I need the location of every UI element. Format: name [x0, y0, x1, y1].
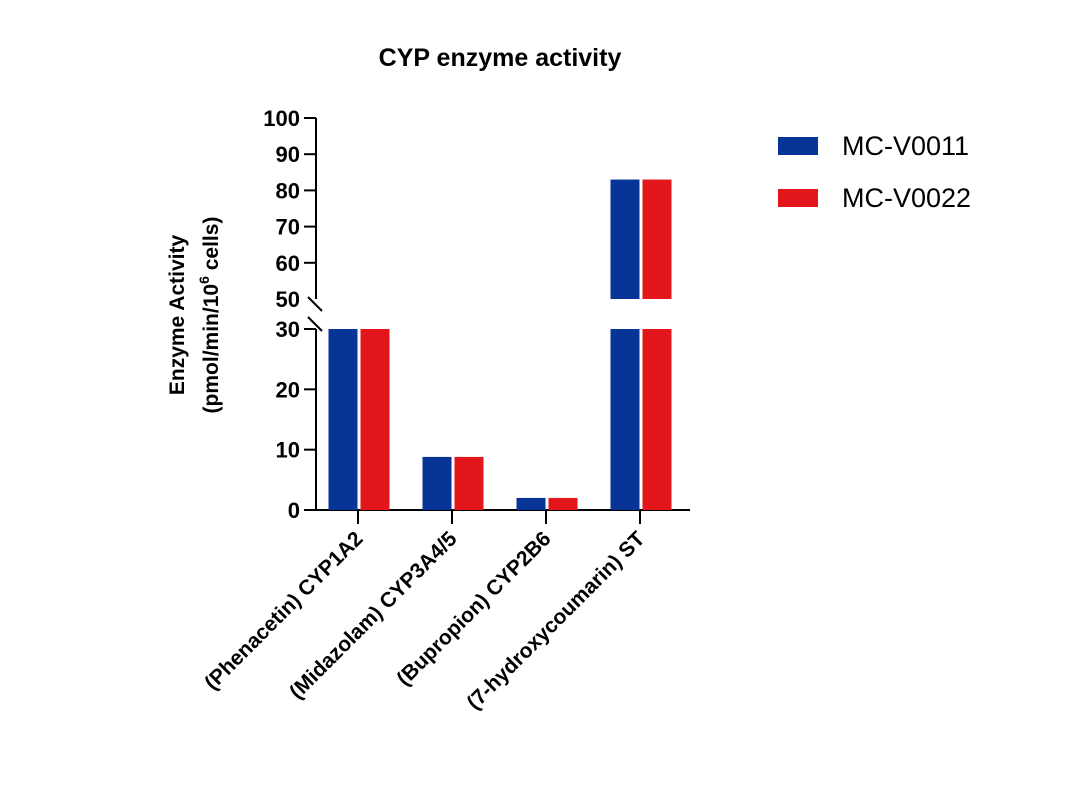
bar-mc-v0011-upper [610, 179, 640, 299]
y-tick-label: 10 [276, 438, 300, 463]
bar-mc-v0022 [548, 497, 578, 510]
y-axis-label-line1: Enzyme Activity [166, 235, 189, 396]
bar-mc-v0011 [328, 329, 358, 510]
bar-mc-v0022 [454, 456, 484, 510]
axis-break-mark [307, 296, 323, 312]
y-tick-label: 70 [276, 215, 300, 240]
axis-break-mark [307, 316, 323, 332]
chart-title: CYP enzyme activity [379, 44, 622, 72]
x-tick-label: (Bupropion) CYP2B6 [392, 527, 555, 690]
y-tick-label: 100 [263, 106, 300, 131]
x-tick-label: (Midazolam) CYP3A4/5 [285, 527, 462, 704]
x-tick-label: (7-hydroxycoumarin) ST [462, 527, 649, 714]
legend-swatch [778, 189, 818, 207]
bar-mc-v0011 [422, 456, 452, 510]
y-tick-label: 60 [276, 251, 300, 276]
legend-swatch [778, 137, 818, 155]
y-tick-label: 90 [276, 142, 300, 167]
bar-mc-v0022 [642, 329, 672, 510]
y-axis-label: Enzyme Activity (pmol/min/106 cells) [166, 217, 223, 414]
legend: MC-V0011 MC-V0022 [778, 131, 971, 213]
y-tick-label: 50 [276, 287, 300, 312]
y-tick-label: 80 [276, 178, 300, 203]
bar-mc-v0011 [516, 497, 546, 510]
bar-mc-v0022-upper [642, 179, 672, 299]
y-tick-label: 30 [276, 317, 300, 342]
bar-mc-v0011 [610, 329, 640, 510]
legend-label: MC-V0011 [842, 131, 969, 161]
y-tick-label: 0 [288, 498, 300, 523]
legend-label: MC-V0022 [842, 183, 971, 213]
bar-mc-v0022 [360, 329, 390, 510]
y-axis-label-line2: (pmol/min/106 cells) [196, 217, 223, 414]
y-tick-label: 20 [276, 377, 300, 402]
x-tick-label: (Phenacetin) CYP1A2 [200, 527, 367, 694]
